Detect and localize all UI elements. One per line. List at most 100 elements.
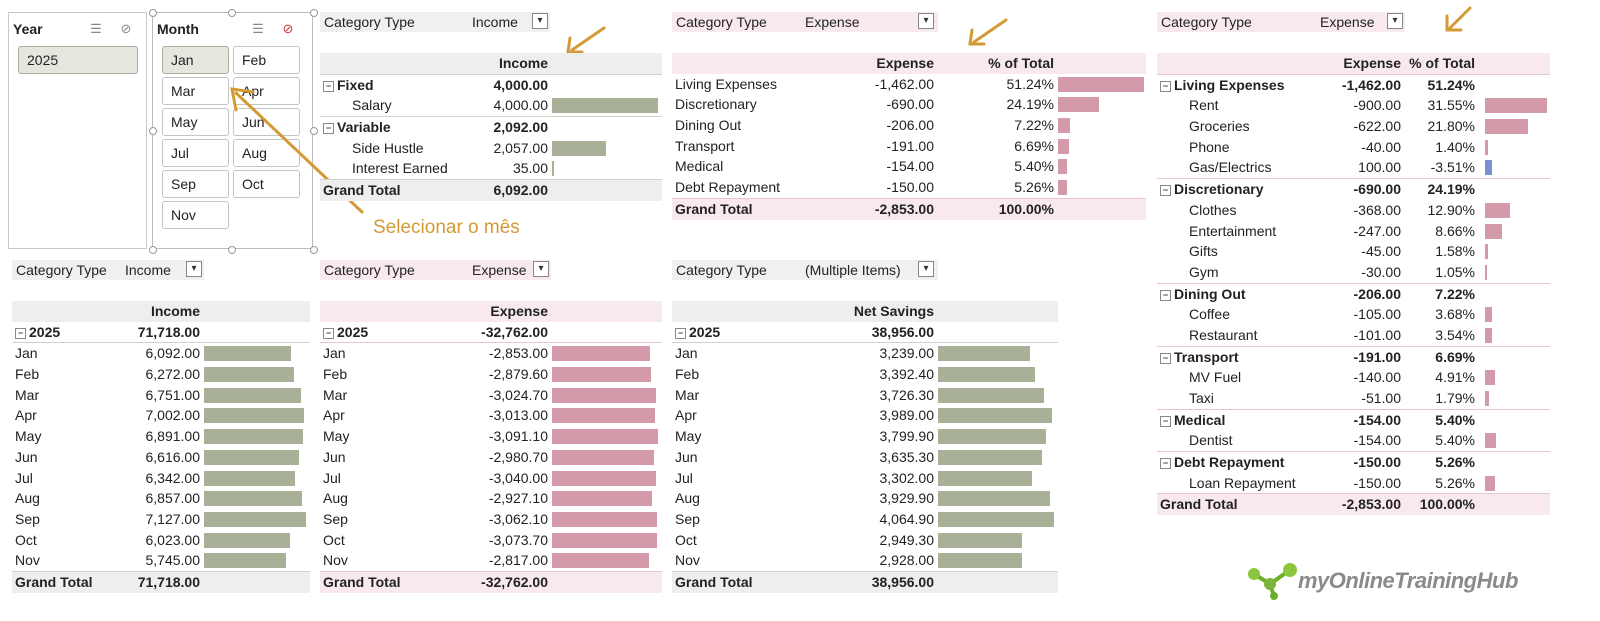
p5-year-row[interactable]: −2025 -32,762.00	[320, 322, 662, 344]
p5-row[interactable]: May -3,091.10	[320, 426, 662, 447]
p3-row[interactable]: Clothes -368.00 12.90%	[1157, 200, 1550, 221]
p2-row[interactable]: Living Expenses -1,462.00 51.24%	[672, 74, 1146, 95]
p3-row[interactable]: Coffee -105.00 3.68%	[1157, 304, 1550, 325]
p6-year-row[interactable]: −2025 38,956.00	[672, 322, 1058, 344]
p3-filter-icon[interactable]: ▾	[1387, 13, 1403, 29]
year-item-2025[interactable]: 2025	[18, 46, 138, 74]
p1-row[interactable]: − Fixed 4,000.00	[320, 73, 662, 96]
p4-row[interactable]: Jul 6,342.00	[12, 468, 310, 489]
collapse-icon[interactable]: −	[1160, 458, 1171, 470]
p4-row[interactable]: Nov 5,745.00	[12, 550, 310, 571]
month-item-aug[interactable]: Aug	[233, 139, 300, 167]
p3-row[interactable]: − Discretionary -690.00 24.19%	[1157, 178, 1550, 200]
month-item-nov[interactable]: Nov	[162, 201, 229, 229]
month-item-feb[interactable]: Feb	[233, 46, 300, 74]
month-item-jul[interactable]: Jul	[162, 139, 229, 167]
p4-row[interactable]: May 6,891.00	[12, 426, 310, 447]
p4-year-row[interactable]: −2025 71,718.00	[12, 322, 310, 344]
collapse-icon[interactable]: −	[323, 327, 334, 339]
p2-row[interactable]: Dining Out -206.00 7.22%	[672, 115, 1146, 136]
p5-row[interactable]: Jul -3,040.00	[320, 468, 662, 489]
p1-filter-icon[interactable]: ▾	[532, 13, 548, 29]
p6-row[interactable]: Aug 3,929.90	[672, 488, 1058, 509]
p2-row[interactable]: Debt Repayment -150.00 5.26%	[672, 177, 1146, 198]
collapse-icon[interactable]: −	[675, 327, 686, 339]
p3-row[interactable]: Loan Repayment -150.00 5.26%	[1157, 473, 1550, 494]
p5-row[interactable]: Jan -2,853.00	[320, 343, 662, 364]
p6-row[interactable]: Jul 3,302.00	[672, 468, 1058, 489]
p5-filter-icon[interactable]: ▾	[533, 261, 549, 277]
month-item-mar[interactable]: Mar	[162, 77, 229, 105]
p6-row[interactable]: Sep 4,064.90	[672, 509, 1058, 530]
p5-row[interactable]: Jun -2,980.70	[320, 447, 662, 468]
p2-row[interactable]: Discretionary -690.00 24.19%	[672, 94, 1146, 115]
month-item-oct[interactable]: Oct	[233, 170, 300, 198]
collapse-icon[interactable]: −	[1160, 289, 1171, 301]
p6-row[interactable]: Mar 3,726.30	[672, 385, 1058, 406]
month-item-apr[interactable]: Apr	[233, 77, 300, 105]
p5-row[interactable]: Mar -3,024.70	[320, 385, 662, 406]
p6-row[interactable]: May 3,799.90	[672, 426, 1058, 447]
collapse-icon[interactable]: −	[1160, 185, 1171, 197]
p3-row[interactable]: Gifts -45.00 1.58%	[1157, 241, 1550, 262]
clear-filter-icon[interactable]: ⊘	[120, 21, 132, 36]
p4-row[interactable]: Apr 7,002.00	[12, 405, 310, 426]
p2-filter-icon[interactable]: ▾	[918, 13, 934, 29]
p3-row[interactable]: Groceries -622.00 21.80%	[1157, 116, 1550, 137]
p4-row[interactable]: Oct 6,023.00	[12, 530, 310, 551]
p3-row[interactable]: Rent -900.00 31.55%	[1157, 95, 1550, 116]
month-item-jun[interactable]: Jun	[233, 108, 300, 136]
month-item-sep[interactable]: Sep	[162, 170, 229, 198]
p1-row[interactable]: Salary 4,000.00	[320, 95, 662, 116]
month-item-jan[interactable]: Jan	[162, 46, 229, 74]
p3-row[interactable]: − Transport -191.00 6.69%	[1157, 345, 1550, 368]
p6-filter-icon[interactable]: ▾	[918, 261, 934, 277]
p5-row[interactable]: Oct -3,073.70	[320, 530, 662, 551]
p3-row[interactable]: MV Fuel -140.00 4.91%	[1157, 367, 1550, 388]
p6-row[interactable]: Nov 2,928.00	[672, 550, 1058, 571]
p3-row[interactable]: − Living Expenses -1,462.00 51.24%	[1157, 73, 1550, 96]
p5-row[interactable]: Feb -2,879.60	[320, 364, 662, 385]
p6-row[interactable]: Oct 2,949.30	[672, 530, 1058, 551]
p3-row[interactable]: Gas/Electrics 100.00 -3.51%	[1157, 157, 1550, 178]
collapse-icon[interactable]: −	[323, 123, 334, 135]
p4-row[interactable]: Jun 6,616.00	[12, 447, 310, 468]
p2-row[interactable]: Medical -154.00 5.40%	[672, 156, 1146, 177]
p5-row[interactable]: Aug -2,927.10	[320, 488, 662, 509]
p5-row[interactable]: Nov -2,817.00	[320, 550, 662, 571]
p3-row[interactable]: Entertainment -247.00 8.66%	[1157, 221, 1550, 242]
p2-row[interactable]: Transport -191.00 6.69%	[672, 136, 1146, 157]
p4-row[interactable]: Sep 7,127.00	[12, 509, 310, 530]
collapse-icon[interactable]: −	[1160, 415, 1171, 427]
p6-row[interactable]: Jun 3,635.30	[672, 447, 1058, 468]
collapse-icon[interactable]: −	[1160, 352, 1171, 364]
p3-row[interactable]: − Dining Out -206.00 7.22%	[1157, 282, 1550, 305]
p4-filter-icon[interactable]: ▾	[186, 261, 202, 277]
p1-row[interactable]: Side Hustle 2,057.00	[320, 138, 662, 159]
p3-row[interactable]: Dentist -154.00 5.40%	[1157, 430, 1550, 451]
p3-row[interactable]: Taxi -51.00 1.79%	[1157, 388, 1550, 409]
p1-row[interactable]: − Variable 2,092.00	[320, 116, 662, 138]
p3-row[interactable]: Restaurant -101.00 3.54%	[1157, 325, 1550, 346]
p6-row[interactable]: Feb 3,392.40	[672, 364, 1058, 385]
p6-row[interactable]: Apr 3,989.00	[672, 405, 1058, 426]
p3-row[interactable]: Gym -30.00 1.05%	[1157, 262, 1550, 283]
p4-row[interactable]: Aug 6,857.00	[12, 488, 310, 509]
collapse-icon[interactable]: −	[323, 80, 334, 92]
p1-row[interactable]: Interest Earned 35.00	[320, 158, 662, 179]
multi-select-icon[interactable]: ☰	[90, 21, 102, 36]
p6-row[interactable]: Jan 3,239.00	[672, 343, 1058, 364]
month-item-may[interactable]: May	[162, 108, 229, 136]
multi-select-icon[interactable]: ☰	[252, 21, 264, 36]
p4-row[interactable]: Mar 6,751.00	[12, 385, 310, 406]
collapse-icon[interactable]: −	[15, 327, 26, 339]
p5-row[interactable]: Sep -3,062.10	[320, 509, 662, 530]
p3-row[interactable]: − Medical -154.00 5.40%	[1157, 408, 1550, 431]
p3-row[interactable]: Phone -40.00 1.40%	[1157, 137, 1550, 158]
p4-row[interactable]: Feb 6,272.00	[12, 364, 310, 385]
clear-filter-icon[interactable]: ⊘	[282, 21, 294, 36]
p5-row[interactable]: Apr -3,013.00	[320, 405, 662, 426]
p4-row[interactable]: Jan 6,092.00	[12, 343, 310, 364]
collapse-icon[interactable]: −	[1160, 80, 1171, 92]
p3-row[interactable]: − Debt Repayment -150.00 5.26%	[1157, 451, 1550, 473]
